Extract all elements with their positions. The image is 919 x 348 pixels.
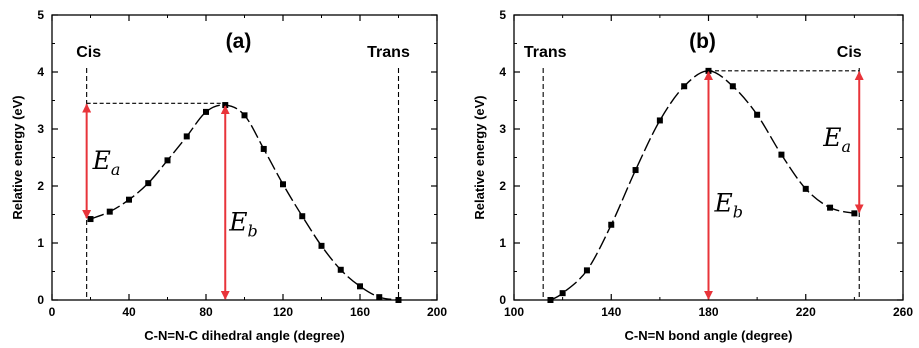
y-axis-title: Relative energy (eV) bbox=[472, 95, 487, 219]
energy-label-b: Eb bbox=[714, 188, 744, 221]
data-point bbox=[183, 133, 190, 140]
data-point bbox=[203, 108, 209, 115]
x-tick-label: 40 bbox=[122, 305, 136, 319]
data-point bbox=[583, 267, 590, 274]
data-point bbox=[802, 185, 809, 192]
y-tick-label: 2 bbox=[37, 179, 44, 193]
data-point bbox=[681, 83, 688, 90]
data-point bbox=[318, 242, 325, 249]
data-point bbox=[241, 112, 248, 119]
x-tick-label: 100 bbox=[504, 305, 524, 319]
data-point bbox=[851, 210, 858, 217]
series-line bbox=[550, 70, 855, 301]
y-tick-label: 1 bbox=[37, 236, 44, 250]
data-point bbox=[106, 208, 113, 215]
y-axis-title: Relative energy (eV) bbox=[10, 95, 25, 219]
x-tick-label: 160 bbox=[350, 305, 370, 319]
data-point bbox=[559, 290, 566, 297]
data-point bbox=[395, 297, 402, 303]
panel-label: (b) bbox=[689, 30, 716, 53]
state-label-left: Cis bbox=[76, 44, 101, 61]
x-tick-label: 220 bbox=[796, 305, 816, 319]
y-tick-label: 1 bbox=[499, 236, 506, 250]
data-point bbox=[827, 204, 834, 211]
data-point bbox=[145, 180, 152, 187]
x-axis-title: C-N=N bond angle (degree) bbox=[625, 328, 793, 343]
y-tick-label: 5 bbox=[37, 8, 44, 22]
series-line bbox=[90, 104, 399, 301]
data-point bbox=[222, 102, 229, 109]
data-point bbox=[337, 266, 344, 273]
x-tick-label: 260 bbox=[893, 305, 913, 319]
data-point bbox=[164, 157, 171, 164]
x-tick-label: 200 bbox=[427, 305, 447, 319]
y-tick-label: 0 bbox=[499, 293, 506, 307]
energy-label-b: Eb bbox=[228, 208, 258, 241]
energy-label-a: Ea bbox=[92, 146, 121, 179]
data-point bbox=[754, 111, 761, 118]
x-tick-label: 80 bbox=[199, 305, 213, 319]
data-point bbox=[705, 67, 712, 74]
data-point bbox=[299, 213, 306, 220]
energy-label-b-base: E bbox=[714, 188, 733, 217]
panel-label: (a) bbox=[226, 30, 252, 53]
state-label-left: Trans bbox=[524, 44, 567, 61]
panel-a: 0 40 80 120 160 200 0 1 2 3 4 5 C-N=N-C dihedral ang… bbox=[10, 8, 447, 343]
data-point bbox=[608, 221, 615, 228]
y-tick-label: 5 bbox=[499, 8, 506, 22]
energy-label-a-base: E bbox=[822, 123, 841, 152]
data-point bbox=[126, 196, 132, 203]
state-label-right: Trans bbox=[367, 44, 410, 61]
energy-label-b-subscript: b bbox=[248, 222, 258, 241]
data-point bbox=[260, 145, 267, 152]
state-label-right: Cis bbox=[837, 44, 862, 61]
data-point bbox=[357, 283, 363, 290]
y-tick-label: 0 bbox=[37, 293, 44, 307]
y-tick-label: 3 bbox=[37, 122, 44, 136]
y-tick-label: 4 bbox=[499, 65, 506, 79]
x-axis-title: C-N=N-C dihedral angle (degree) bbox=[144, 328, 344, 343]
panel-b: 100 140 180 220 260 0 1 2 3 4 5 C-N=N bond angle (d… bbox=[472, 8, 913, 343]
data-point bbox=[87, 216, 94, 223]
energy-label-b-base: E bbox=[228, 208, 247, 237]
energy-label-a-subscript: a bbox=[111, 160, 121, 179]
energy-label-a-subscript: a bbox=[841, 137, 851, 156]
data-point bbox=[729, 83, 736, 90]
y-tick-label: 4 bbox=[37, 65, 44, 79]
energy-label-a-base: E bbox=[92, 146, 111, 175]
x-tick-label: 140 bbox=[601, 305, 621, 319]
x-tick-label: 120 bbox=[273, 305, 293, 319]
x-tick-label: 0 bbox=[49, 305, 56, 319]
energy-label-a: Ea bbox=[822, 123, 851, 156]
data-point bbox=[547, 297, 554, 303]
data-point bbox=[656, 117, 663, 124]
data-point bbox=[632, 167, 639, 174]
data-point bbox=[280, 181, 286, 188]
y-tick-label: 3 bbox=[499, 122, 506, 136]
x-tick-label: 180 bbox=[698, 305, 718, 319]
energy-label-b-subscript: b bbox=[733, 202, 743, 221]
data-point bbox=[376, 294, 383, 301]
data-point bbox=[778, 151, 785, 158]
y-tick-label: 2 bbox=[499, 179, 506, 193]
